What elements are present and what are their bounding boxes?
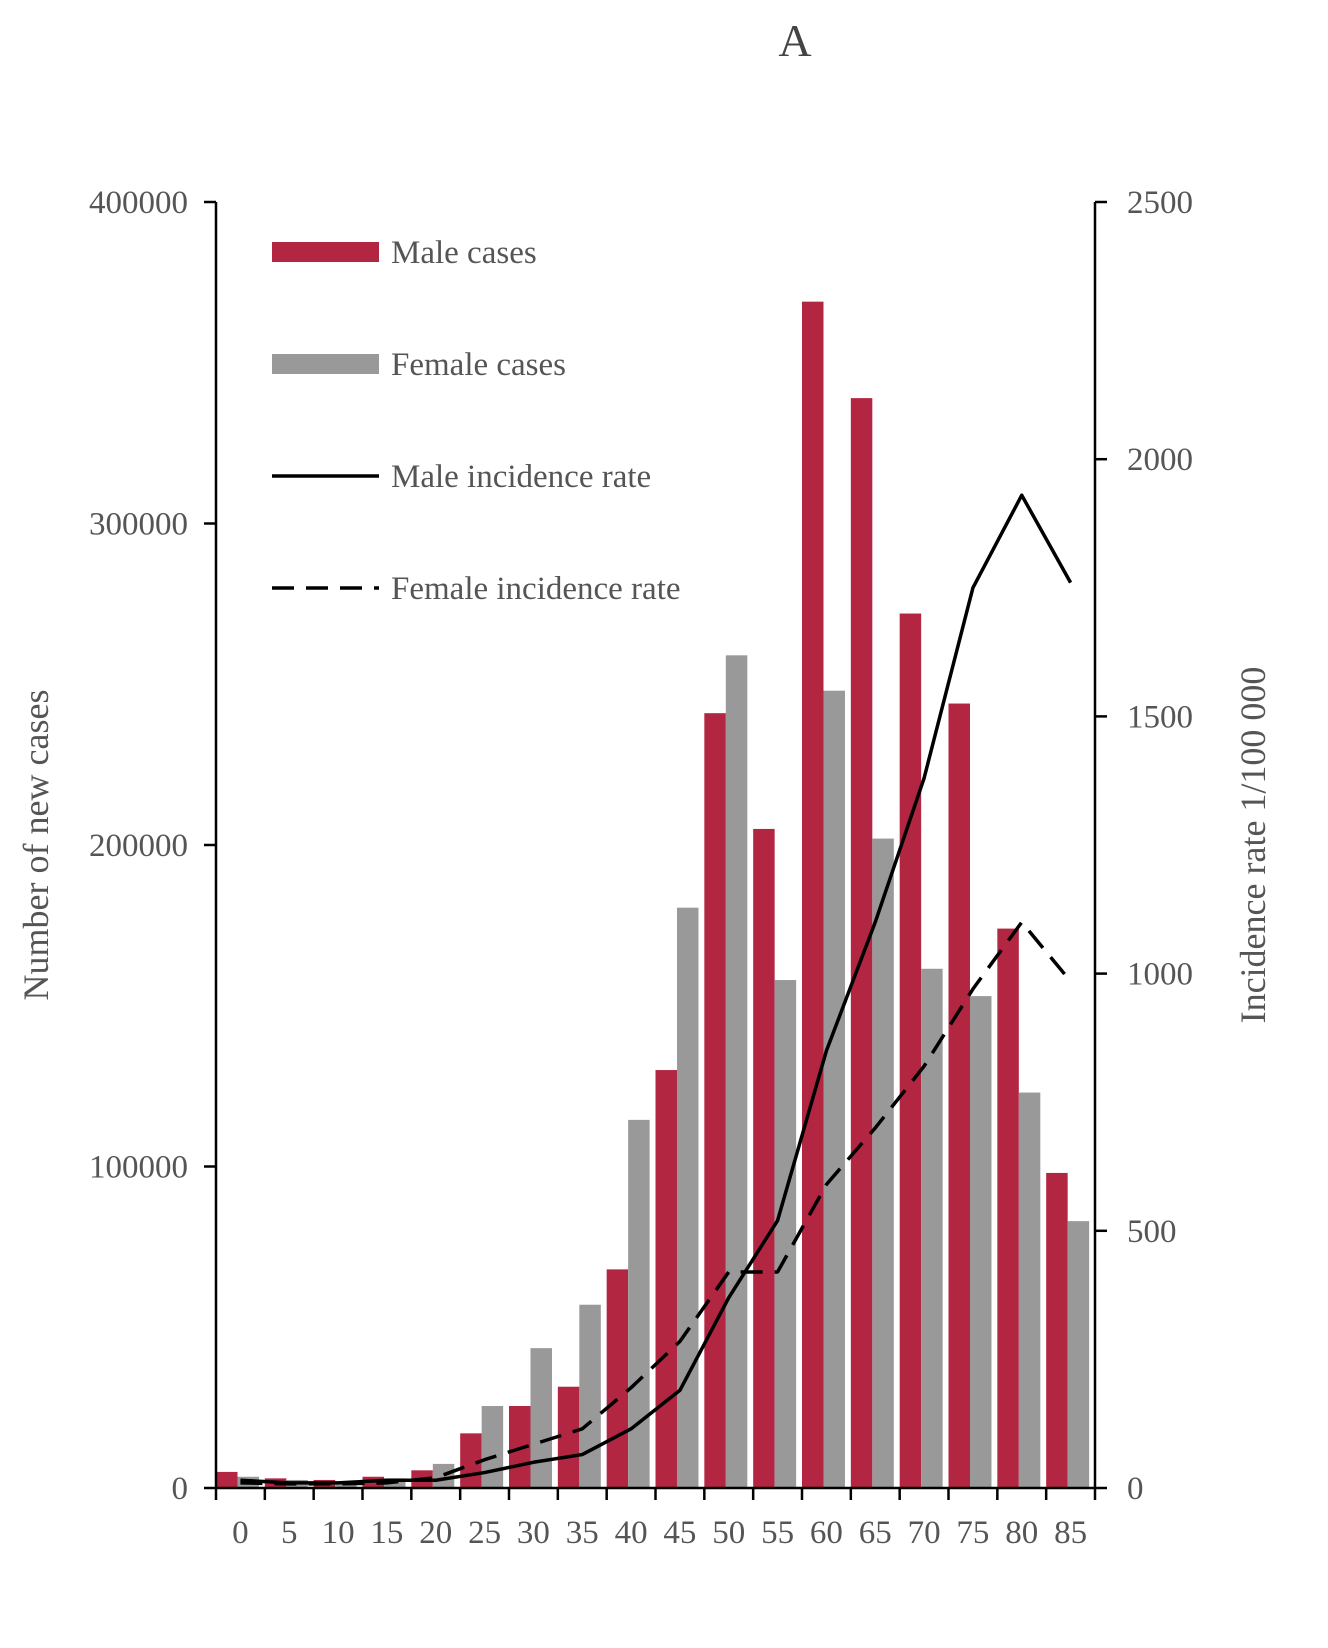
- y2-axis-title: Incidence rate 1/100 000: [1233, 667, 1273, 1024]
- legend-swatch: [272, 354, 379, 374]
- x-tick-label: 50: [712, 1515, 745, 1551]
- female-cases-bar-25: [481, 1406, 504, 1488]
- y2-tick-label: 1500: [1127, 699, 1193, 735]
- male-cases-bar-50: [704, 713, 726, 1488]
- x-tick-label: 80: [1005, 1515, 1038, 1551]
- legend-label: Male cases: [391, 235, 537, 271]
- y2-tick-label: 2500: [1127, 185, 1193, 221]
- y2-tick-label: 1000: [1127, 957, 1193, 993]
- male-incidence-rate-line: [240, 493, 1073, 1485]
- female-cases-bar-30: [530, 1348, 552, 1488]
- female-cases-bar-75: [969, 996, 992, 1488]
- x-tick-label: 20: [419, 1515, 452, 1551]
- female-cases-bar-80: [1018, 1092, 1041, 1488]
- ticks-layer: 0 5 10 15 20 25 30 35 40 45 50 55 60 65 70 75 80 85010000…: [89, 185, 1193, 1551]
- male-cases-bar-65: [850, 398, 873, 1488]
- y-axis-title: Number of new cases: [16, 690, 56, 1001]
- x-tick-label: 10: [322, 1515, 355, 1551]
- y-tick-label: 400000: [89, 185, 188, 221]
- x-tick-label: 55: [761, 1515, 794, 1551]
- female-cases-bar-45: [676, 907, 699, 1488]
- y2-tick-label: 2000: [1127, 442, 1193, 478]
- male-cases-bar-40: [606, 1269, 629, 1488]
- y-tick-label: 300000: [89, 507, 188, 543]
- legend-label: Female cases: [391, 347, 566, 383]
- legend-label: Male incidence rate: [391, 459, 651, 495]
- legend-label: Female incidence rate: [391, 571, 681, 607]
- female-cases-bar-70: [921, 968, 943, 1488]
- male-cases-bar-75: [948, 703, 970, 1488]
- x-tick-label: 45: [663, 1515, 696, 1551]
- female-cases-bar-20: [432, 1463, 455, 1488]
- female-cases-bar-50: [725, 655, 748, 1488]
- female-incidence-rate-line: [240, 920, 1072, 1486]
- legend-swatch: [272, 242, 379, 262]
- male-cases-bar-45: [655, 1070, 677, 1488]
- male-cases-bar-55: [753, 828, 775, 1488]
- female-cases-bar-40: [628, 1119, 650, 1488]
- male-cases-bar-80: [997, 928, 1019, 1488]
- male-cases-bar-35: [557, 1386, 580, 1488]
- female-cases-bar-55: [774, 980, 797, 1488]
- male-cases-bar-60: [802, 301, 824, 1488]
- y-tick-label: 0: [172, 1471, 189, 1507]
- female-cases-bar-60: [823, 690, 845, 1488]
- x-tick-label: 40: [615, 1515, 648, 1551]
- y-tick-label: 100000: [89, 1150, 188, 1186]
- male-cases-bar-85: [1046, 1172, 1068, 1488]
- x-tick-label: 65: [859, 1515, 892, 1551]
- x-tick-label: 70: [908, 1515, 941, 1551]
- x-tick-label: 35: [566, 1515, 599, 1551]
- x-tick-label: 75: [956, 1515, 989, 1551]
- x-tick-label: 25: [468, 1515, 501, 1551]
- bars-layer: [216, 301, 1090, 1488]
- male-cases-bar-70: [899, 613, 922, 1488]
- legend: Male cases Female cases Male incidence rat…: [272, 235, 681, 607]
- x-tick-label: 15: [370, 1515, 403, 1551]
- female-cases-bar-35: [579, 1304, 601, 1488]
- x-tick-label: 85: [1054, 1515, 1087, 1551]
- female-cases-bar-85: [1067, 1221, 1090, 1488]
- y2-tick-label: 0: [1127, 1471, 1144, 1507]
- y2-tick-label: 500: [1127, 1214, 1177, 1250]
- x-tick-label: 30: [517, 1515, 550, 1551]
- x-tick-label: 5: [281, 1515, 298, 1551]
- x-tick-label: 60: [810, 1515, 843, 1551]
- x-tick-label: 0: [232, 1515, 249, 1551]
- lines-layer: [240, 493, 1073, 1486]
- y-tick-label: 200000: [89, 828, 188, 864]
- panel-label: A: [778, 15, 811, 66]
- male-cases-bar-0: [216, 1471, 238, 1488]
- female-cases-bar-65: [872, 838, 894, 1488]
